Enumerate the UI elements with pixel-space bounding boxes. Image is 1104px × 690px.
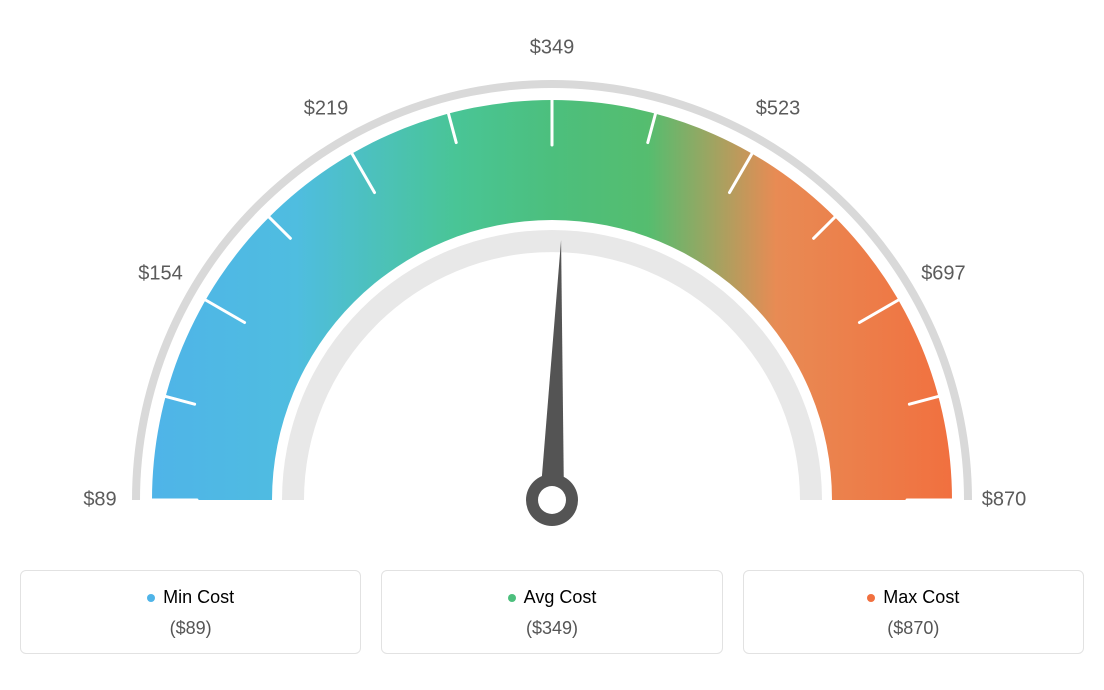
legend-label-min: Min Cost: [163, 587, 234, 608]
gauge-tick-label: $349: [530, 37, 575, 60]
legend-title-min: Min Cost: [147, 587, 234, 608]
legend-dot-min: [147, 594, 155, 602]
gauge-tick-label: $697: [921, 263, 966, 286]
legend-card-min: Min Cost ($89): [20, 570, 361, 654]
legend-dot-max: [867, 594, 875, 602]
legend-label-avg: Avg Cost: [524, 587, 597, 608]
legend-value-min: ($89): [31, 618, 350, 639]
legend-card-avg: Avg Cost ($349): [381, 570, 722, 654]
legend-dot-avg: [508, 594, 516, 602]
legend-title-avg: Avg Cost: [508, 587, 597, 608]
legend-label-max: Max Cost: [883, 587, 959, 608]
gauge-tick-label: $523: [756, 97, 801, 120]
gauge-tick-label: $219: [304, 97, 349, 120]
cost-gauge-chart: $89 $154 $219 $349 $523 $697 $870 Min Cost ($8…: [20, 20, 1084, 654]
legend-title-max: Max Cost: [867, 587, 959, 608]
legend-value-avg: ($349): [392, 618, 711, 639]
gauge-tick-label: $154: [138, 263, 183, 286]
legend-row: Min Cost ($89) Avg Cost ($349) Max Cost …: [20, 570, 1084, 654]
gauge-area: $89 $154 $219 $349 $523 $697 $870: [20, 20, 1084, 560]
gauge-tick-label: $870: [982, 489, 1027, 512]
gauge-svg: [20, 20, 1084, 560]
legend-card-max: Max Cost ($870): [743, 570, 1084, 654]
legend-value-max: ($870): [754, 618, 1073, 639]
gauge-tick-label: $89: [83, 489, 116, 512]
